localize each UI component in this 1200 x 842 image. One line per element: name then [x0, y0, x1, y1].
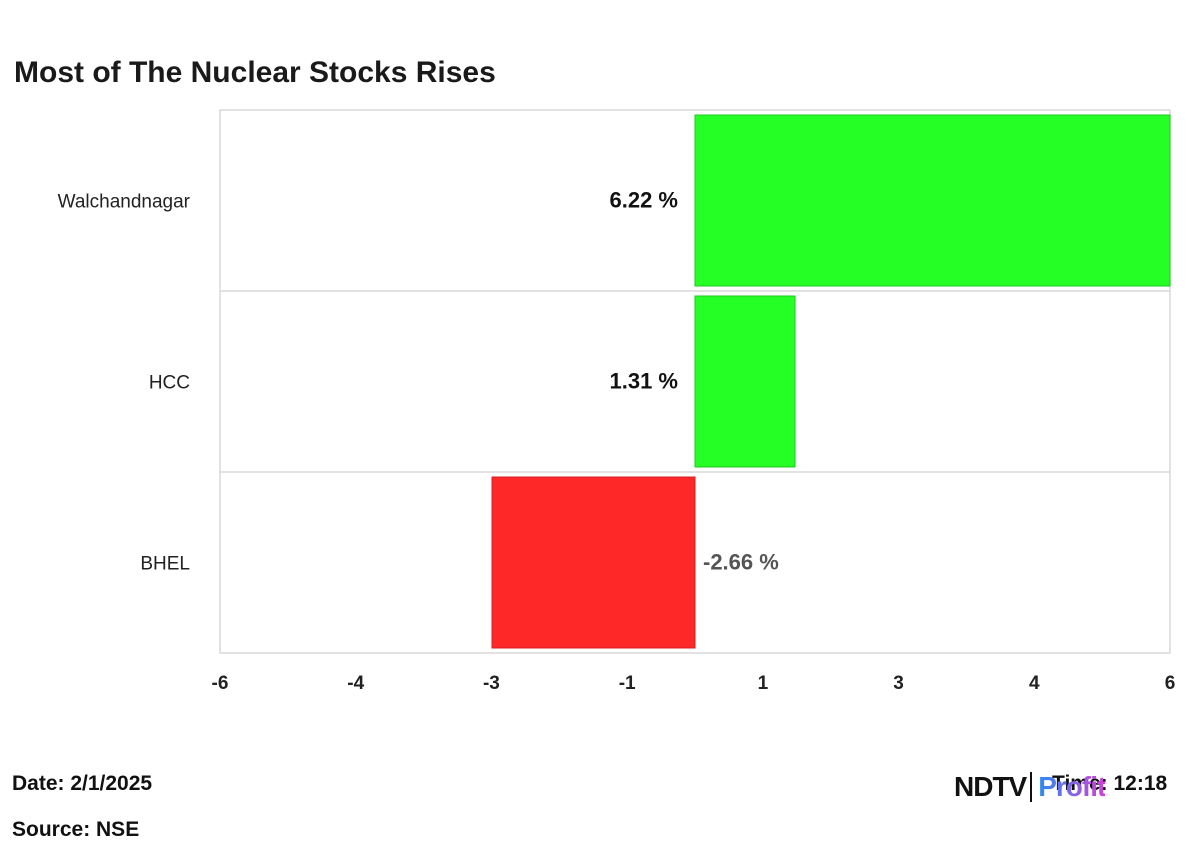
logo-divider	[1030, 772, 1033, 802]
x-tick-label: -3	[483, 673, 500, 694]
bar-bhel	[491, 476, 696, 649]
bar-walchandnagar	[694, 114, 1171, 287]
data-label: 6.22 %	[610, 188, 679, 213]
data-label: 1.31 %	[610, 369, 679, 394]
bar-chart: Walchandnagar 6.22 % HCC 1.31 % BHEL -2.66 % -…	[58, 109, 1176, 694]
source-label: Source: NSE	[12, 818, 140, 841]
logo-ndtv-text: NDTV	[954, 771, 1027, 802]
ndtv-profit-logo: NDTV Profit	[954, 770, 1106, 804]
chart-title: Most of The Nuclear Stocks Rises	[14, 56, 496, 89]
x-tick-label: 1	[758, 673, 769, 694]
x-tick-label: -1	[619, 673, 636, 694]
logo-profit-text: Profit	[1038, 771, 1106, 802]
x-tick-label: -4	[347, 673, 364, 694]
x-tick-label: -6	[212, 673, 229, 694]
data-label: -2.66 %	[703, 550, 779, 575]
x-tick-label: 3	[893, 673, 904, 694]
category-label: HCC	[149, 373, 190, 394]
category-label: Walchandnagar	[58, 192, 191, 213]
x-tick-label: 6	[1165, 673, 1176, 694]
time-label: Time: 12:18	[1052, 772, 1168, 795]
date-label: Date: 2/1/2025	[12, 772, 153, 795]
category-label: BHEL	[140, 554, 190, 575]
bar-hcc	[694, 295, 796, 468]
x-tick-label: 4	[1029, 673, 1040, 694]
